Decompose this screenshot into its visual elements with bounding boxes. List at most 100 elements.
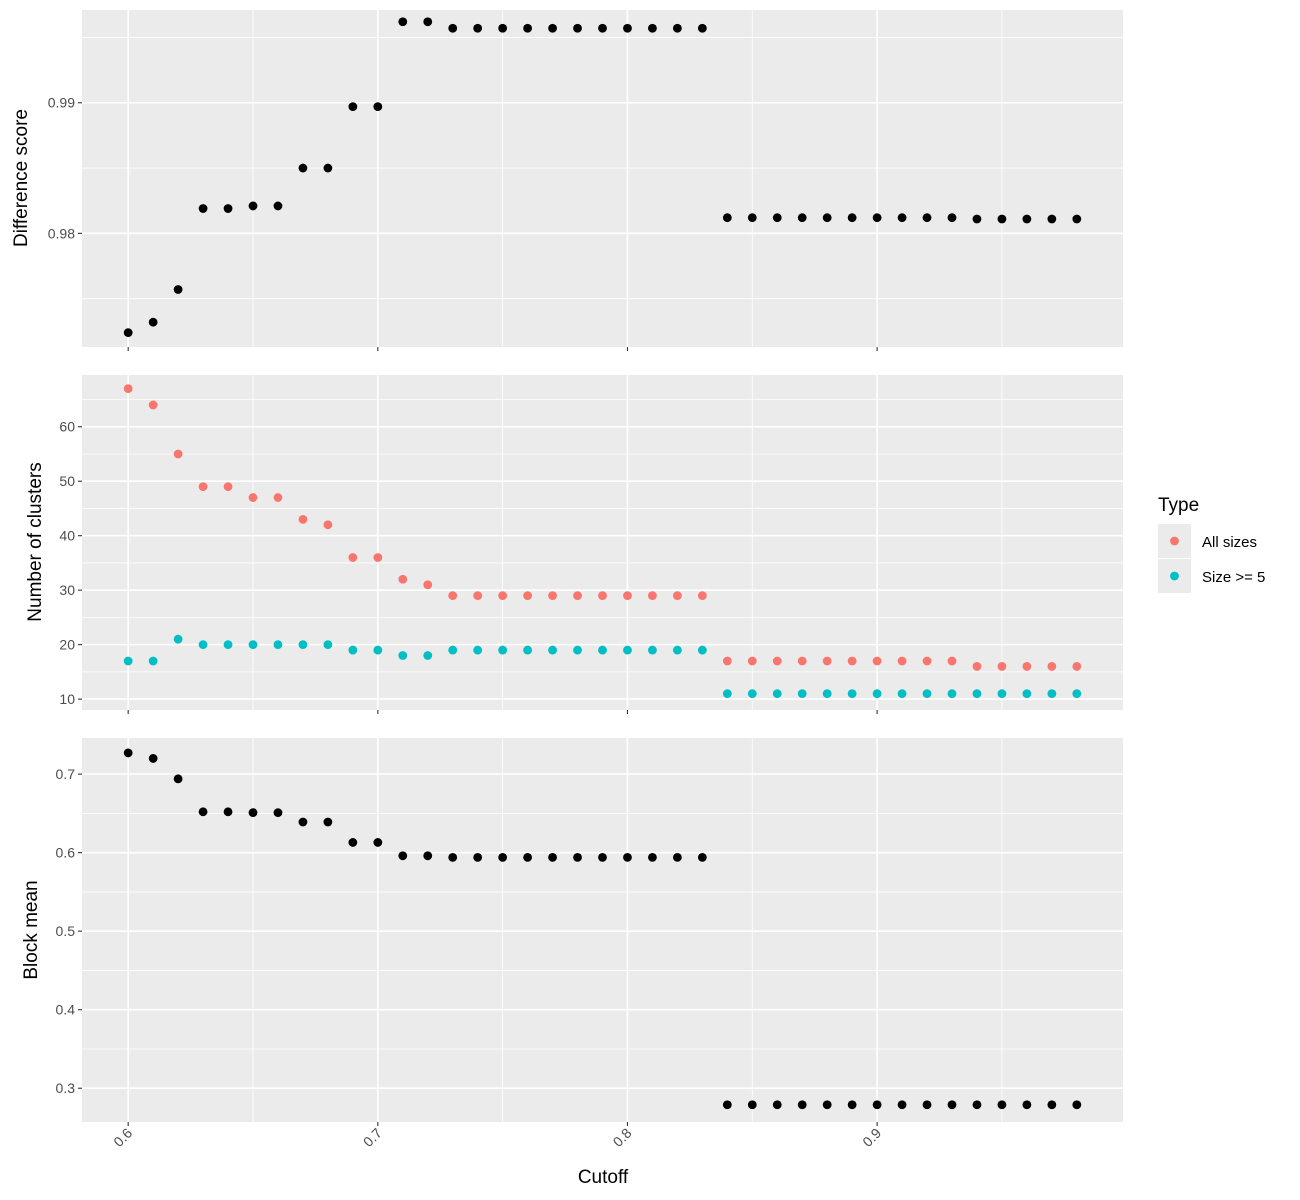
point (298, 817, 308, 827)
point (523, 23, 533, 33)
point (198, 204, 208, 213)
point (1022, 214, 1032, 224)
point-all-sizes (573, 591, 582, 601)
point-all-sizes (123, 384, 133, 394)
y-tick-label: 30 (59, 582, 75, 598)
point (248, 808, 258, 818)
y-tick-label: 60 (59, 419, 75, 435)
point-size-5 (772, 689, 782, 699)
point (972, 214, 982, 224)
point (897, 1100, 907, 1110)
point-all-sizes (797, 656, 807, 666)
point-size-5 (123, 656, 133, 666)
point (997, 1100, 1007, 1110)
point (847, 1100, 857, 1110)
point-all-sizes (398, 574, 408, 584)
point-all-sizes (448, 591, 458, 601)
point-all-sizes (897, 656, 907, 666)
point-size-5 (1047, 689, 1057, 699)
point-size-5 (223, 640, 233, 650)
point (722, 1100, 732, 1110)
point (223, 807, 233, 817)
point (173, 285, 183, 294)
point (373, 838, 383, 847)
point (273, 808, 283, 818)
point (922, 213, 932, 223)
point-all-sizes (273, 493, 283, 502)
point (672, 23, 682, 33)
point-all-sizes (648, 591, 657, 601)
point-all-sizes (623, 591, 632, 601)
point-all-sizes (198, 482, 208, 492)
panel-background (82, 375, 1123, 710)
point (548, 852, 557, 862)
legend-title: Type (1158, 495, 1199, 516)
point-size-5 (672, 645, 682, 655)
point-size-5 (947, 689, 957, 699)
point (697, 23, 707, 33)
point (323, 817, 333, 827)
point-all-sizes (173, 449, 183, 459)
y-tick-label: 0.6 (56, 845, 76, 861)
point-size-5 (922, 689, 932, 699)
point (797, 213, 807, 223)
point (598, 23, 607, 33)
point-size-5 (298, 640, 308, 650)
y-tick-label: 40 (59, 528, 75, 544)
point (648, 852, 657, 862)
point (123, 748, 133, 758)
point (173, 774, 183, 784)
y-axis-title-difference-score: Difference score (11, 109, 32, 247)
point (348, 838, 358, 847)
point-size-5 (348, 645, 358, 655)
point-size-5 (648, 645, 657, 655)
point (897, 213, 907, 223)
point-all-sizes (697, 591, 707, 601)
point-size-5 (598, 645, 607, 655)
point (648, 23, 657, 33)
point-size-5 (548, 645, 557, 655)
point-size-5 (972, 689, 982, 699)
point (1022, 1100, 1032, 1110)
point (373, 102, 383, 112)
point (498, 852, 508, 862)
x-axis-title: Cutoff (578, 1167, 629, 1188)
point (772, 213, 782, 223)
point-all-sizes (598, 591, 607, 601)
point-all-sizes (947, 656, 957, 666)
point (697, 852, 707, 862)
panel-block-mean: 0.30.40.50.60.70.6 0.7 0.8 0.9 (56, 738, 1123, 1150)
y-tick-label: 10 (59, 691, 75, 707)
y-axis-title-block-mean: Block mean (21, 880, 42, 979)
point-all-sizes (672, 591, 682, 601)
point-all-sizes (298, 514, 308, 524)
point (348, 102, 358, 112)
point-size-5 (248, 640, 258, 650)
point-size-5 (847, 689, 857, 699)
point (148, 754, 158, 763)
legend-marker-all-sizes (1170, 536, 1179, 546)
point-all-sizes (722, 656, 732, 666)
point-all-sizes (922, 656, 932, 666)
point (747, 1100, 757, 1110)
point-size-5 (198, 640, 208, 650)
point (797, 1100, 807, 1110)
point (672, 852, 682, 862)
point (772, 1100, 782, 1110)
point (398, 17, 408, 27)
point (1047, 1100, 1057, 1110)
point (123, 328, 133, 338)
point-all-sizes (772, 656, 782, 666)
point (248, 201, 258, 211)
point-all-sizes (822, 656, 832, 666)
point-size-5 (148, 656, 158, 666)
point (623, 23, 632, 33)
point-all-sizes (148, 400, 158, 410)
point (398, 851, 408, 861)
point (822, 1100, 832, 1110)
point-size-5 (423, 651, 433, 660)
point (922, 1100, 932, 1110)
legend-label-all-sizes: All sizes (1202, 534, 1257, 551)
y-tick-label: 0.98 (48, 225, 75, 241)
point (573, 852, 582, 862)
